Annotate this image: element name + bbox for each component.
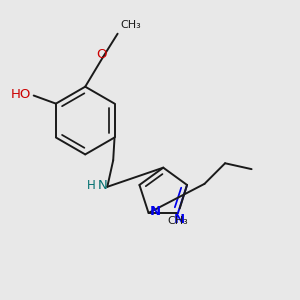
Text: N: N bbox=[98, 179, 108, 192]
Text: N: N bbox=[174, 213, 185, 226]
Text: HO: HO bbox=[11, 88, 31, 100]
Text: H: H bbox=[87, 179, 95, 192]
Text: O: O bbox=[96, 48, 107, 62]
Text: N: N bbox=[149, 205, 161, 218]
Text: CH₃: CH₃ bbox=[121, 20, 141, 30]
Text: CH₃: CH₃ bbox=[168, 216, 189, 226]
